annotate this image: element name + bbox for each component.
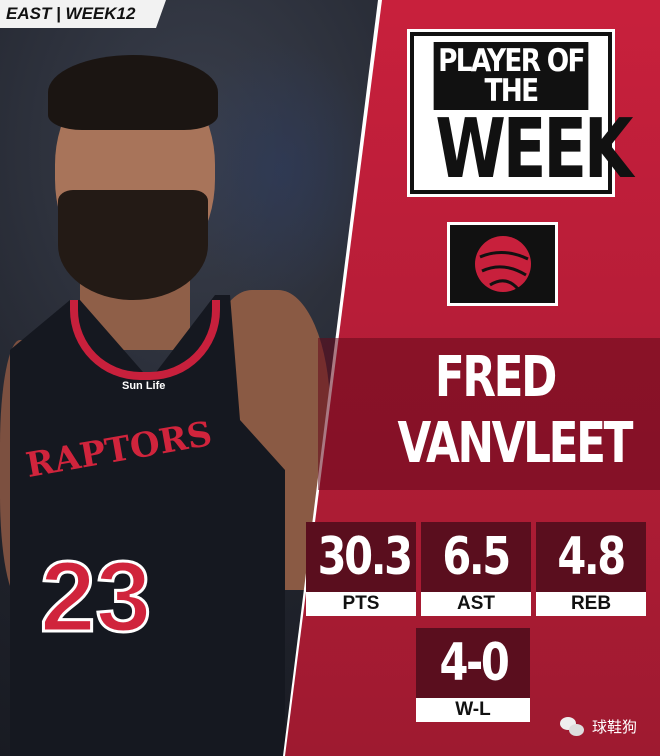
team-logo (447, 222, 558, 306)
raptors-basketball-claw-icon (474, 236, 531, 292)
stat-ast-label: AST (421, 592, 531, 616)
watermark: 球鞋狗 (560, 716, 637, 737)
stat-pts-value: 30.3 (306, 522, 416, 592)
conference-week-badge: EAST | WEEK12 (0, 0, 166, 28)
stat-wl-label: W-L (416, 698, 530, 722)
stat-reb-value: 4.8 (536, 522, 646, 592)
stat-value-text: 6.5 (442, 527, 512, 587)
player-name: FRED VANVLEET (397, 345, 634, 477)
jersey-sponsor: Sun Life (122, 380, 166, 392)
title-line1: PLAYER OF THE (433, 42, 589, 110)
player-beard (58, 190, 208, 300)
player-first-name: FRED (434, 345, 558, 410)
stat-reb-label: REB (536, 592, 646, 616)
watermark-text: 球鞋狗 (592, 719, 638, 736)
stat-ast-value: 6.5 (421, 522, 531, 592)
stat-value-text: 4.8 (557, 527, 627, 587)
title-line2: WEEK (435, 102, 633, 197)
stat-value-text: 4-0 (439, 633, 509, 693)
stat-pts-label: PTS (306, 592, 416, 616)
jersey-number: 23 (38, 540, 152, 655)
stat-value-text: 30.3 (317, 527, 413, 587)
wechat-icon (560, 716, 586, 737)
stat-wl-value: 4-0 (416, 628, 530, 698)
name-band (318, 338, 660, 490)
player-last-name: VANVLEET (397, 411, 634, 476)
player-hair (48, 55, 218, 130)
player-of-the-week-title: PLAYER OF THE WEEK (407, 29, 633, 197)
